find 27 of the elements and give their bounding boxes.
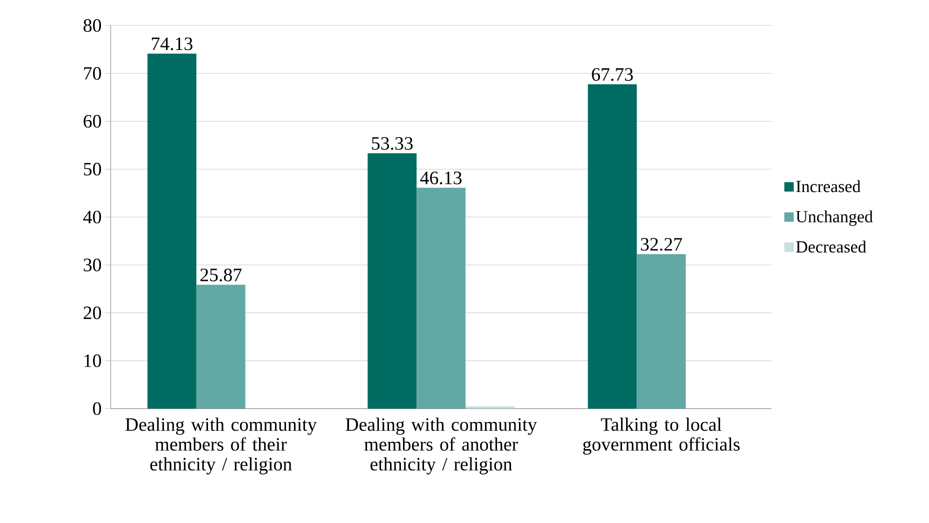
legend-label: Increased xyxy=(796,180,861,192)
bar xyxy=(196,284,246,409)
data-label: 53.33 xyxy=(372,137,413,150)
y-tick-label: 10 xyxy=(84,354,102,368)
y-tick-label: 40 xyxy=(83,210,102,224)
y-tick-label: 70 xyxy=(84,67,102,80)
data-label: 67.73 xyxy=(592,68,633,81)
y-tick-label: 80 xyxy=(84,19,102,32)
x-tick-label: Talking to local government officials xyxy=(583,418,740,455)
data-label: 25.87 xyxy=(200,268,242,282)
data-label: 46.13 xyxy=(420,172,462,184)
data-label: 74.13 xyxy=(152,38,192,50)
legend-label: Decreased xyxy=(796,240,866,253)
bar xyxy=(147,54,196,409)
bar xyxy=(636,254,686,409)
x-tick-label: Dealing with community members of another ethnicity / religion xyxy=(346,418,537,475)
y-tick-label: 50 xyxy=(84,162,102,176)
bar xyxy=(368,153,417,409)
y-tick-label: 30 xyxy=(84,258,102,272)
y-tick-label: 20 xyxy=(84,306,102,320)
data-label: 32.27 xyxy=(640,238,682,251)
legend-label: Unchanged xyxy=(796,210,873,226)
y-tick-label: 0 xyxy=(93,402,102,416)
x-tick-label: Dealing with community members of their ethnicity / religion xyxy=(125,418,317,475)
bar xyxy=(588,84,637,409)
bar xyxy=(416,188,466,409)
y-tick-label: 60 xyxy=(84,114,102,128)
